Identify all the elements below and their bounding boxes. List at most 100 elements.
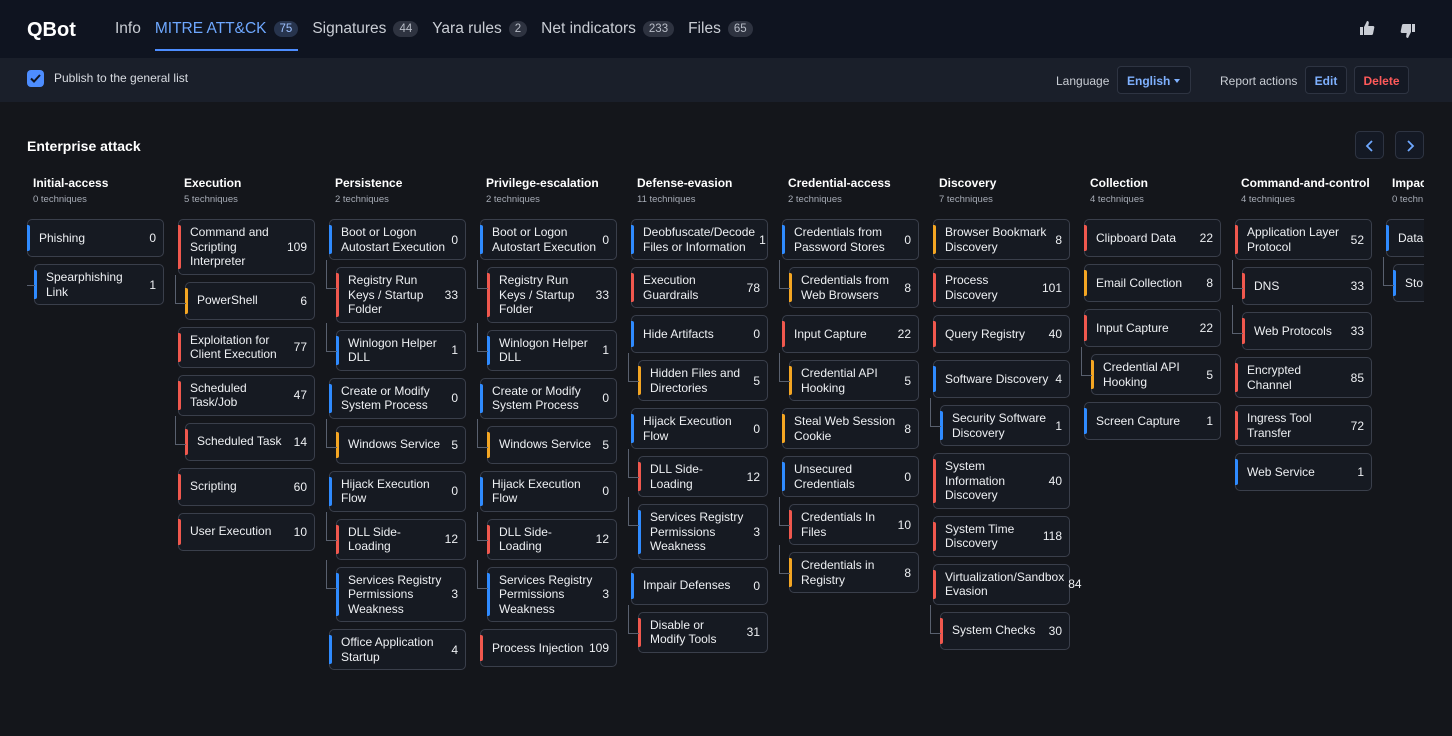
- technique-card[interactable]: Credentials from Password Stores 0: [782, 219, 919, 260]
- thumbs-down-icon[interactable]: [1400, 23, 1416, 39]
- sub-technique-card[interactable]: DLL Side-Loading 12: [628, 449, 768, 497]
- sub-technique-card[interactable]: System Checks 30: [930, 604, 1070, 650]
- sub-technique-card[interactable]: Services Registry Permissions Weakness 3: [326, 559, 466, 622]
- technique-label: Unsecured Credentials: [794, 462, 855, 491]
- tactic-technique-count: 4 techniques: [1241, 194, 1295, 205]
- technique-card[interactable]: Exploitation for Client Execution 77: [178, 326, 315, 368]
- technique-list: Phishing 0 Spearphishing Link 1: [27, 219, 164, 312]
- technique-count: 40: [1048, 327, 1062, 341]
- sub-technique-card[interactable]: Spearphishing Link 1: [27, 264, 164, 305]
- technique-card[interactable]: Hijack Execution Flow 0: [329, 470, 466, 512]
- sub-technique-card[interactable]: Winlogon Helper DLL 1: [326, 322, 466, 371]
- technique-card[interactable]: Encrypted Channel 85: [1235, 357, 1372, 398]
- technique-label: Boot or Logon Autostart Execution: [341, 225, 446, 254]
- tactic-name: Command-and-control: [1241, 176, 1370, 190]
- technique-count: 4: [1055, 372, 1062, 386]
- language-select[interactable]: English: [1117, 66, 1191, 94]
- technique-count: 1: [149, 277, 156, 292]
- technique-card[interactable]: Hijack Execution Flow 0: [480, 470, 617, 512]
- technique-card[interactable]: Process Discovery 101: [933, 267, 1070, 308]
- scroll-right-button[interactable]: [1395, 131, 1424, 159]
- technique-count: 0: [753, 578, 760, 593]
- sub-technique-card[interactable]: DLL Side-Loading 12: [326, 511, 466, 560]
- technique-card[interactable]: System Time Discovery 118: [933, 515, 1070, 557]
- tab-info[interactable]: Info: [115, 0, 141, 58]
- delete-button[interactable]: Delete: [1354, 66, 1409, 94]
- technique-card[interactable]: Deobfuscate/Decode Files or Information 1: [631, 219, 768, 260]
- technique-card[interactable]: Virtualization/Sandbox Evasion 84: [933, 563, 1082, 605]
- sub-technique-card[interactable]: Credentials in Registry 8: [779, 545, 919, 593]
- tab-label: Yara rules: [432, 20, 502, 37]
- sub-technique-card[interactable]: Services Registry Permissions Weakness 3: [628, 497, 768, 560]
- technique-card[interactable]: Application Layer Protocol 52: [1235, 219, 1372, 260]
- sub-technique-card[interactable]: PowerShell 6: [175, 274, 315, 320]
- technique-card[interactable]: Boot or Logon Autostart Execution 0: [480, 219, 617, 260]
- technique-card[interactable]: Create or Modify System Process 0: [480, 377, 617, 419]
- technique-card[interactable]: Scheduled Task/Job 47: [178, 374, 315, 416]
- technique-label: Process Injection: [492, 640, 584, 655]
- technique-card[interactable]: Screen Capture 1: [1084, 402, 1221, 440]
- technique-card[interactable]: Impair Defenses 0: [631, 566, 768, 605]
- sub-technique-card[interactable]: DLL Side-Loading 12: [477, 511, 617, 560]
- section-title: Enterprise attack: [27, 138, 141, 154]
- scroll-left-button[interactable]: [1355, 131, 1384, 159]
- sub-technique-card[interactable]: DNS 33: [1232, 260, 1372, 305]
- technique-card[interactable]: Hijack Execution Flow 0: [631, 408, 768, 449]
- technique-card[interactable]: Scripting 60: [178, 467, 315, 506]
- sub-technique-card[interactable]: Credential API Hooking 5: [779, 353, 919, 401]
- technique-card[interactable]: Browser Bookmark Discovery 8: [933, 219, 1070, 260]
- sub-technique-card[interactable]: Winlogon Helper DLL 1: [477, 322, 617, 371]
- tab-net-indicators[interactable]: Net indicators 233: [541, 0, 675, 58]
- sub-technique-card[interactable]: Windows Service 5: [477, 418, 617, 464]
- technique-card[interactable]: Input Capture 22: [782, 315, 919, 353]
- tab-yara-rules[interactable]: Yara rules 2: [432, 0, 528, 58]
- tab-signatures[interactable]: Signatures 44: [312, 0, 419, 58]
- technique-card[interactable]: Create or Modify System Process 0: [329, 377, 466, 419]
- sub-technique-card[interactable]: Sto Ma: [1383, 257, 1424, 302]
- technique-list: Command and Scripting Interpreter 109 Powe…: [175, 219, 315, 558]
- technique-card[interactable]: Boot or Logon Autostart Execution 0: [329, 219, 466, 260]
- technique-card[interactable]: Steal Web Session Cookie 8: [782, 408, 919, 449]
- sub-technique-card[interactable]: Credentials from Web Browsers 8: [779, 260, 919, 308]
- sub-technique-card[interactable]: Hidden Files and Directories 5: [628, 353, 768, 401]
- technique-card[interactable]: Query Registry 40: [933, 315, 1070, 353]
- technique-count: 33: [1350, 324, 1364, 338]
- technique-card[interactable]: Execution Guardrails 78: [631, 267, 768, 308]
- technique-card[interactable]: Unsecured Credentials 0: [782, 456, 919, 497]
- technique-label: Registry Run Keys / Startup Folder: [348, 273, 424, 316]
- technique-card[interactable]: Ingress Tool Transfer 72: [1235, 405, 1372, 446]
- technique-card[interactable]: Phishing 0: [27, 219, 164, 257]
- sub-technique-card[interactable]: Disable or Modify Tools 31: [628, 604, 768, 653]
- technique-card[interactable]: User Execution 10: [178, 512, 315, 551]
- technique-card[interactable]: Software Discovery 4: [933, 360, 1070, 398]
- technique-card[interactable]: Web Service 1: [1235, 453, 1372, 491]
- sub-technique-card[interactable]: Registry Run Keys / Startup Folder 33: [326, 260, 466, 323]
- technique-card[interactable]: Hide Artifacts 0: [631, 315, 768, 353]
- technique-label: Credentials In Files: [801, 510, 876, 539]
- technique-card[interactable]: Clipboard Data 22: [1084, 219, 1221, 257]
- sub-technique-card[interactable]: Security Software Discovery 1: [930, 398, 1070, 446]
- tab-mitre-attack[interactable]: MITRE ATT&CK 75: [154, 0, 299, 58]
- sub-technique-card[interactable]: Registry Run Keys / Startup Folder 33: [477, 260, 617, 323]
- sub-technique-card[interactable]: Windows Service 5: [326, 418, 466, 464]
- technique-card[interactable]: Email Collection 8: [1084, 264, 1221, 302]
- sub-technique-card[interactable]: Web Protocols 33: [1232, 305, 1372, 350]
- sub-technique-card[interactable]: Credential API Hooking 5: [1081, 347, 1221, 395]
- edit-button[interactable]: Edit: [1305, 66, 1347, 94]
- tactic-technique-count: 11 techniques: [637, 194, 696, 205]
- sub-technique-card[interactable]: Scheduled Task 14: [175, 415, 315, 461]
- technique-card[interactable]: Office Application Startup 4: [329, 629, 466, 670]
- sub-technique-card[interactable]: Services Registry Permissions Weakness 3: [477, 559, 617, 622]
- tactic-name: Initial-access: [33, 176, 109, 190]
- technique-count: 0: [149, 231, 156, 245]
- technique-card[interactable]: Command and Scripting Interpreter 109: [178, 219, 315, 275]
- publish-checkbox[interactable]: [27, 70, 44, 87]
- technique-card[interactable]: Process Injection 109: [480, 629, 617, 667]
- thumbs-up-icon[interactable]: [1359, 20, 1375, 36]
- technique-card[interactable]: Data: [1386, 219, 1424, 257]
- tab-files[interactable]: Files 65: [688, 0, 753, 58]
- sub-technique-card[interactable]: Credentials In Files 10: [779, 497, 919, 545]
- technique-card[interactable]: System Information Discovery 40: [933, 453, 1070, 509]
- technique-card[interactable]: Input Capture 22: [1084, 309, 1221, 347]
- technique-count: 85: [1350, 370, 1364, 385]
